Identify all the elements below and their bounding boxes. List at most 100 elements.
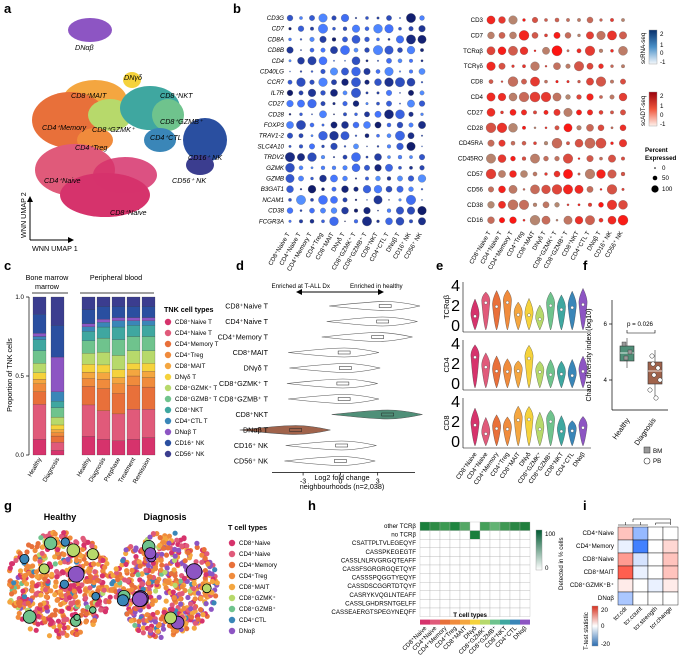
g-clone (184, 543, 190, 549)
c-legend-label: DNγδ T (175, 374, 196, 381)
f-legend-pb-swatch (643, 457, 651, 465)
adt-dot (509, 170, 517, 178)
adt-marker-labels: CD3 CD7 TCRαβ TCRγδ CD8 CD4 CD27 CD28 CD45RA CD45… (458, 17, 484, 224)
c-bar-segment (96, 322, 111, 328)
c-bar-segment (96, 306, 111, 320)
g-clone (34, 544, 40, 550)
c-bar-segment (126, 385, 141, 410)
rna-gene-label: CCR7 (267, 79, 284, 86)
adt-marker-label: TCRγδ (464, 63, 484, 70)
rna-dot (420, 188, 424, 191)
rna-dot (340, 131, 350, 141)
c-legend-label: CD4⁺Treg (175, 352, 204, 359)
g-clone (152, 619, 158, 625)
c-bar-segment (126, 306, 141, 318)
g-clone (119, 562, 125, 568)
g-clone (203, 601, 209, 607)
umap-plot (32, 18, 227, 217)
umap-label: CD4⁺Treg (75, 143, 107, 152)
g-expanded-clone (60, 537, 70, 547)
f-point (651, 372, 657, 378)
g-clone (194, 544, 200, 551)
rna-dot (385, 185, 393, 193)
rna-dot (318, 195, 328, 205)
c-legend-label: CD56⁺ NK (175, 451, 205, 458)
g-clone (195, 616, 201, 622)
h-cell (449, 547, 461, 557)
e-violin (578, 288, 588, 331)
e-violin (503, 289, 512, 331)
f-boxplots (619, 338, 663, 401)
rna-cb-tick: 0 (660, 50, 664, 57)
panel-label-c: c (4, 258, 11, 273)
h-cell (479, 590, 491, 600)
rna-dot (376, 145, 380, 148)
g-clone (158, 634, 164, 641)
rna-dot (399, 92, 401, 94)
g-clone (38, 535, 44, 541)
rna-dot (331, 37, 337, 42)
rna-dot (330, 121, 338, 129)
rna-dot (331, 79, 337, 86)
e-violin (503, 416, 512, 447)
d-y-label: CD16⁺ NK (234, 441, 268, 450)
g-clone (60, 570, 66, 576)
h-cell (509, 582, 521, 591)
rna-dot (341, 78, 349, 86)
adt-dot (487, 216, 495, 224)
rna-gene-label: CD8A (267, 36, 284, 43)
adt-dot (620, 78, 626, 85)
c-legend-swatch (164, 340, 172, 348)
rna-dot (375, 69, 381, 74)
rna-dot (406, 34, 416, 45)
i-cell (662, 578, 679, 593)
adt-dot (586, 186, 594, 193)
h-cell (419, 590, 431, 600)
g-clone (139, 581, 145, 587)
rna-dot (298, 144, 304, 149)
adt-dot (543, 156, 549, 162)
adt-dotplot (485, 15, 629, 226)
g-clone (57, 560, 64, 566)
g-clone (158, 567, 164, 573)
g-clone (21, 593, 28, 600)
adt-marker-label: CD7 (471, 32, 484, 39)
e-violin (503, 358, 512, 389)
e-ytick: 4 (451, 336, 460, 353)
h-cell (459, 530, 471, 540)
c-bar-segment (96, 364, 111, 373)
g-clone (177, 537, 184, 543)
rna-dot (307, 99, 317, 109)
adt-dot (541, 215, 551, 225)
e-median (484, 365, 488, 369)
i-colorbar (591, 605, 599, 647)
h-cell (479, 556, 491, 566)
h-cell (489, 521, 501, 531)
c-bar-segment (141, 306, 156, 318)
g-clone (110, 579, 116, 585)
i-cell (617, 565, 634, 580)
h-cell (449, 573, 461, 583)
g-clone (74, 599, 80, 606)
e-violin (578, 416, 588, 447)
rna-dot (395, 217, 405, 226)
h-cell (489, 547, 501, 557)
g-clone (80, 608, 86, 614)
umap-axes: WNN UMAP 2 WNN UMAP 1 (19, 192, 78, 253)
adt-dot (510, 156, 516, 162)
h-cell (429, 530, 441, 540)
g-clone (72, 593, 78, 599)
h-cell (519, 521, 531, 531)
panel-label-d: d (236, 258, 244, 273)
c-bar-segment (32, 350, 47, 364)
g-clone (152, 566, 159, 572)
adt-dot (553, 62, 561, 70)
h-cell (419, 607, 431, 617)
i-cell (632, 578, 649, 593)
c-bar-segment (141, 437, 156, 456)
h-cell (429, 573, 441, 583)
rna-dot (409, 219, 413, 224)
c-ytick: 0.5 (15, 373, 24, 380)
